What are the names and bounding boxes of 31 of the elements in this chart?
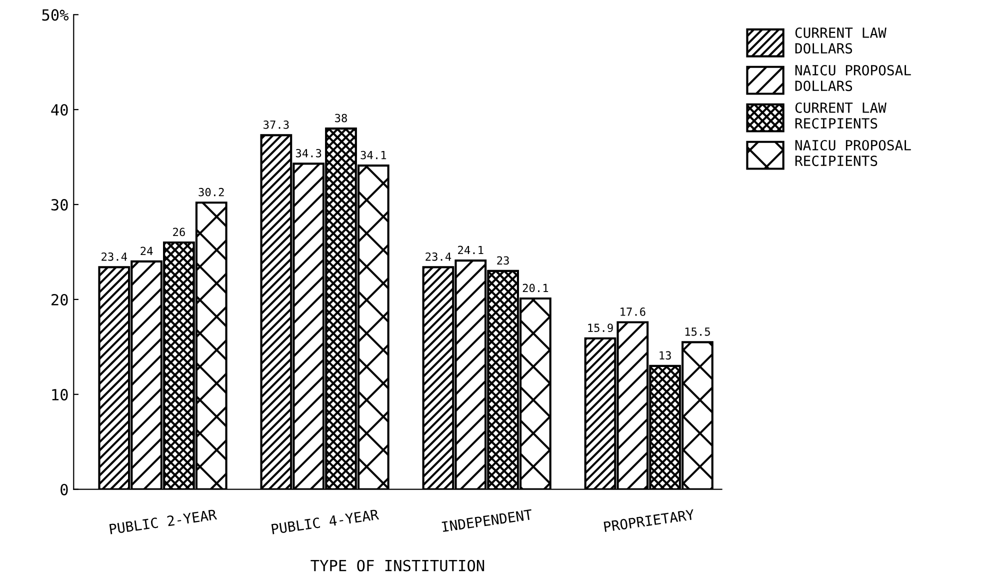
y-tick-label: 10 (52, 388, 68, 400)
x-tick-label: PUBLIC 4-YEAR (271, 509, 380, 534)
data-label: 13 (660, 351, 671, 360)
data-label: 15.5 (685, 328, 710, 336)
data-label: 38 (335, 114, 347, 122)
y-tick-label: 0 (60, 484, 68, 496)
x-tick-label: PUBLIC 2-YEAR (109, 509, 218, 534)
data-label: 34.1 (360, 150, 386, 160)
y-tick-label: 30 (51, 199, 68, 211)
legend-label: CURRENT LAW DOLLARS (795, 27, 886, 54)
data-label: 34.3 (296, 148, 322, 158)
data-label: 17.6 (620, 308, 646, 316)
legend-label: CURRENT LAW RECIPIENTS (795, 102, 886, 129)
y-tick-label: 40 (51, 104, 68, 116)
data-label: 20.1 (522, 284, 548, 292)
legend-label: NAICU PROPOSAL DOLLARS (795, 64, 911, 92)
x-axis-title: TYPE OF INSTITUTION (310, 560, 484, 572)
data-label: 15.9 (588, 324, 613, 332)
y-tick-label: 50% (42, 9, 69, 21)
x-tick-label: PROPRIETARY (604, 509, 695, 532)
legend-label: NAICU PROPOSAL RECIPIENTS (795, 140, 911, 166)
x-tick-label: INDEPENDENT (442, 509, 533, 532)
data-label: 24.1 (458, 246, 484, 254)
data-label: 23.4 (426, 252, 452, 261)
data-label: 23 (497, 256, 509, 265)
data-label: 24 (140, 246, 153, 255)
data-label: 23.4 (102, 252, 128, 261)
y-tick-label: 20 (52, 294, 68, 306)
data-label: 37.3 (264, 120, 289, 129)
data-label: 26 (173, 228, 185, 236)
data-label: 30.2 (198, 188, 224, 196)
